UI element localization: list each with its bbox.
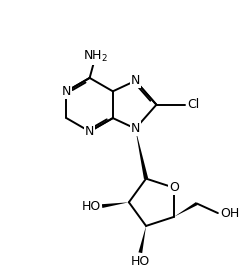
- Polygon shape: [102, 202, 129, 208]
- Text: HO: HO: [131, 255, 150, 268]
- Polygon shape: [135, 129, 148, 179]
- Text: NH$_2$: NH$_2$: [83, 49, 108, 65]
- Polygon shape: [138, 226, 146, 253]
- Text: HO: HO: [82, 200, 101, 212]
- Text: N: N: [62, 85, 71, 98]
- Text: Cl: Cl: [187, 98, 199, 111]
- Text: N: N: [85, 125, 94, 138]
- Text: O: O: [169, 181, 179, 194]
- Polygon shape: [174, 202, 198, 217]
- Text: N: N: [131, 122, 140, 135]
- Text: OH: OH: [220, 207, 239, 220]
- Text: N: N: [131, 74, 140, 87]
